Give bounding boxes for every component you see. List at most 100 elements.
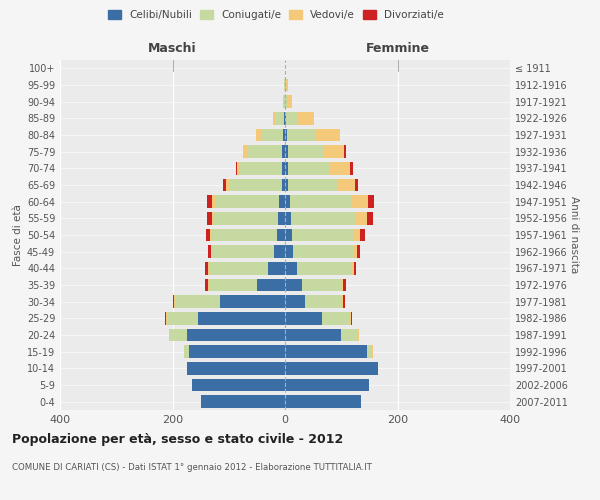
Bar [288,96,292,108]
Bar [315,129,340,141]
Text: Femmine: Femmine [365,42,430,55]
Bar [198,312,285,324]
Bar [330,162,350,174]
Bar [192,379,285,391]
Bar [208,262,209,274]
Y-axis label: Fasce di età: Fasce di età [13,204,23,266]
Bar [187,329,285,341]
Bar [285,212,290,224]
Bar [298,262,351,274]
Bar [350,162,353,174]
Bar [235,162,237,174]
Bar [350,312,351,324]
Bar [367,346,372,358]
Bar [285,296,305,308]
Bar [210,229,212,241]
Bar [208,196,212,208]
Bar [290,196,352,208]
Bar [274,246,285,258]
Bar [280,196,285,208]
Bar [200,396,285,408]
Bar [285,279,302,291]
Bar [338,179,355,192]
Bar [277,229,285,241]
Bar [290,212,355,224]
Bar [344,146,346,158]
Text: COMUNE DI CARIATI (CS) - Dati ISTAT 1° gennaio 2012 - Elaborazione TUTTITALIA.IT: COMUNE DI CARIATI (CS) - Dati ISTAT 1° g… [12,463,372,472]
Bar [184,346,190,358]
Bar [212,246,274,258]
Bar [367,212,373,224]
Bar [302,279,341,291]
Bar [285,96,288,108]
Bar [212,229,277,241]
Bar [166,312,167,324]
Bar [286,79,288,92]
Bar [282,146,285,158]
Bar [169,329,170,341]
Bar [286,112,298,124]
Bar [343,296,344,308]
Bar [243,146,248,158]
Bar [325,146,344,158]
Bar [285,346,367,358]
Bar [353,262,356,274]
Bar [237,162,240,174]
Bar [211,246,212,258]
Bar [292,229,353,241]
Bar [285,129,287,141]
Bar [285,246,293,258]
Bar [240,162,282,174]
Bar [268,262,285,274]
Bar [355,212,367,224]
Bar [208,246,211,258]
Bar [285,196,290,208]
Bar [285,312,322,324]
Bar [368,196,374,208]
Bar [288,179,338,192]
Bar [352,196,368,208]
Bar [229,179,282,192]
Bar [275,112,284,124]
Bar [285,146,288,158]
Bar [285,362,378,374]
Bar [214,212,278,224]
Bar [220,296,285,308]
Bar [257,279,285,291]
Bar [322,312,350,324]
Bar [248,146,282,158]
Bar [358,329,359,341]
Y-axis label: Anni di nascita: Anni di nascita [569,196,579,274]
Bar [206,229,210,241]
Bar [341,329,358,341]
Bar [288,162,330,174]
Bar [173,296,174,308]
Bar [341,279,343,291]
Bar [212,212,214,224]
Bar [205,279,208,291]
Legend: Celibi/Nubili, Coniugati/e, Vedovi/e, Divorziati/e: Celibi/Nubili, Coniugati/e, Vedovi/e, Di… [106,8,446,22]
Bar [288,146,325,158]
Bar [341,296,343,308]
Bar [226,179,229,192]
Bar [209,262,268,274]
Bar [212,196,215,208]
Bar [285,262,298,274]
Bar [285,79,286,92]
Bar [293,246,353,258]
Bar [355,179,358,192]
Bar [174,296,175,308]
Bar [287,129,315,141]
Bar [284,112,285,124]
Bar [353,229,361,241]
Bar [282,179,285,192]
Bar [305,296,341,308]
Bar [205,262,208,274]
Bar [285,179,288,192]
Bar [283,129,285,141]
Bar [187,362,285,374]
Bar [298,112,314,124]
Bar [357,246,360,258]
Bar [343,279,346,291]
Bar [167,312,198,324]
